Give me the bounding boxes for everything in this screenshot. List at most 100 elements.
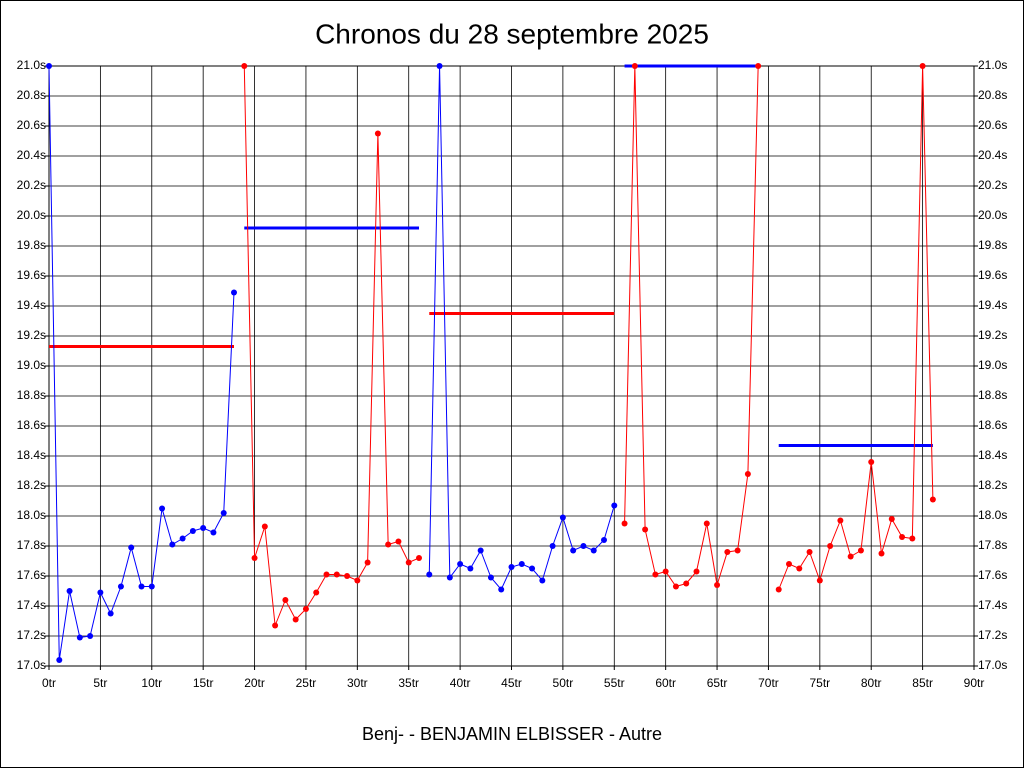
y-tick-label: 20.4s [17, 148, 46, 162]
data-point [477, 547, 484, 554]
data-point [354, 577, 361, 584]
data-point [138, 583, 145, 590]
y2-tick-label: 18.8s [978, 388, 1007, 402]
x-tick-label: 65tr [707, 676, 728, 690]
y2-tick-label: 18.0s [978, 508, 1007, 522]
data-point [128, 544, 135, 551]
y-tick-label: 19.8s [17, 238, 46, 252]
data-point [416, 555, 422, 561]
y2-tick-label: 20.4s [978, 148, 1007, 162]
y-tick-label: 20.0s [17, 208, 46, 222]
x-tick-label: 30tr [347, 676, 368, 690]
x-tick-label: 25tr [296, 676, 317, 690]
y-tick-label: 20.2s [17, 178, 46, 192]
x-axis-label: Benj- - BENJAMIN ELBISSER - Autre [362, 724, 662, 744]
data-point [662, 568, 669, 575]
data-point [272, 622, 279, 629]
x-tick-label: 60tr [655, 676, 676, 690]
y2-tick-label: 21.0s [978, 58, 1007, 72]
data-point [200, 525, 207, 531]
data-point [621, 520, 628, 527]
data-point [87, 633, 94, 639]
y-tick-label: 19.0s [17, 358, 46, 372]
chart-title: Chronos du 28 septembre 2025 [315, 18, 709, 49]
y-tick-label: 18.2s [17, 478, 46, 492]
y2-tick-label: 19.2s [978, 328, 1007, 342]
x-tick-label: 50tr [553, 676, 574, 690]
data-point [189, 528, 196, 534]
data-point [508, 564, 515, 570]
data-point [436, 63, 443, 69]
data-point [518, 561, 525, 567]
y-tick-label: 21.0s [17, 58, 46, 72]
data-point [744, 471, 751, 477]
y2-tick-label: 19.0s [978, 358, 1007, 372]
y2-tick-label: 17.0s [978, 658, 1007, 672]
data-point [231, 289, 237, 296]
y2-tick-label: 17.4s [978, 598, 1007, 612]
data-point [323, 571, 330, 578]
data-point [580, 543, 587, 549]
y-tick-label: 20.6s [17, 118, 46, 132]
x-tick-label: 35tr [398, 676, 419, 690]
y2-tick-label: 19.8s [978, 238, 1007, 252]
data-point [683, 580, 690, 587]
data-point [909, 535, 916, 542]
data-point [405, 559, 412, 566]
y2-tick-label: 17.2s [978, 628, 1007, 642]
y2-tick-label: 19.6s [978, 268, 1007, 282]
data-point [251, 555, 258, 561]
data-point [755, 63, 762, 69]
y-tick-label: 17.0s [17, 658, 46, 672]
y-tick-label: 19.2s [17, 328, 46, 342]
y2-tick-label: 18.6s [978, 418, 1007, 432]
data-point [734, 547, 741, 554]
data-point [642, 526, 649, 533]
x-tick-label: 70tr [758, 676, 779, 690]
y2-tick-label: 17.6s [978, 568, 1007, 582]
y-tick-label: 20.8s [17, 88, 46, 102]
data-point [426, 571, 433, 578]
data-point [796, 565, 803, 572]
x-tick-label: 20tr [244, 676, 265, 690]
y-tick-label: 17.6s [17, 568, 46, 582]
data-point [714, 582, 721, 588]
y-tick-label: 18.0s [17, 508, 46, 522]
x-tick-label: 0tr [42, 676, 56, 690]
data-point [570, 547, 577, 554]
data-point [888, 516, 895, 522]
data-point [159, 505, 166, 512]
x-tick-label: 90tr [964, 676, 985, 690]
series-line [778, 65, 934, 590]
x-tick-label: 15tr [193, 676, 214, 690]
data-point [786, 561, 792, 567]
data-point [806, 549, 813, 555]
data-point [117, 583, 124, 590]
y-tick-label: 17.2s [17, 628, 46, 642]
data-point [652, 571, 659, 578]
data-point [631, 63, 638, 69]
y-tick-label: 17.8s [17, 538, 46, 552]
y2-tick-label: 20.2s [978, 178, 1007, 192]
y-tick-label: 19.4s [17, 298, 46, 312]
data-point [46, 63, 52, 69]
y2-tick-label: 20.8s [978, 88, 1007, 102]
data-point [837, 517, 844, 524]
data-point [446, 574, 453, 581]
data-point [292, 616, 299, 623]
data-point [529, 565, 536, 572]
y-tick-label: 18.6s [17, 418, 46, 432]
data-point [261, 523, 268, 530]
data-point [775, 586, 782, 593]
data-point [302, 606, 309, 612]
data-point [590, 547, 597, 554]
data-point [282, 597, 289, 603]
x-tick-label: 45tr [501, 676, 522, 690]
data-point [487, 574, 494, 581]
y2-tick-label: 18.2s [978, 478, 1007, 492]
y2-tick-label: 17.8s [978, 538, 1007, 552]
y-tick-label: 18.8s [17, 388, 46, 402]
data-point [847, 553, 854, 560]
x-tick-label: 80tr [861, 676, 882, 690]
